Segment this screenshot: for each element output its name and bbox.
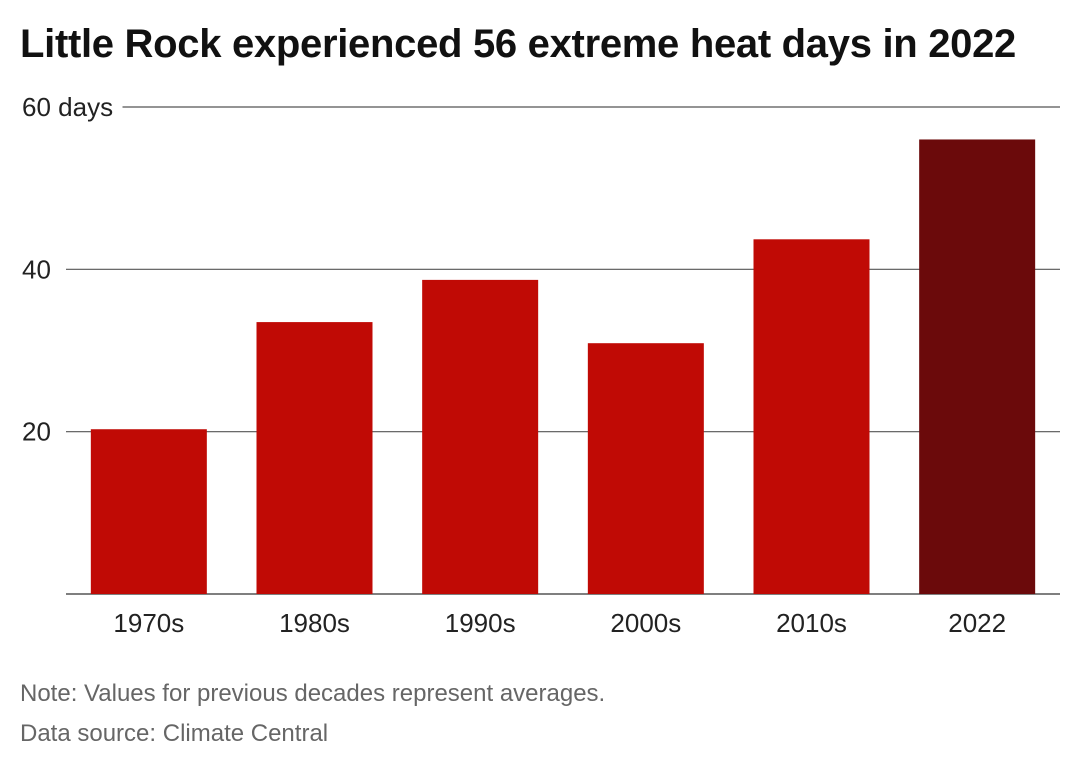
chart-note: Note: Values for previous decades repres… — [20, 680, 606, 707]
bar-2010s — [753, 239, 870, 594]
x-tick-label: 2010s — [776, 608, 847, 638]
chart-title: Little Rock experienced 56 extreme heat … — [20, 22, 1017, 66]
bar-2000s — [587, 343, 704, 594]
y-tick-labels: 20 40 60 days — [22, 92, 113, 447]
y-tick-label: 40 — [22, 254, 51, 284]
x-tick-label: 1990s — [445, 608, 516, 638]
bar-2022 — [919, 139, 1036, 594]
y-tick-label: 60 days — [22, 92, 113, 122]
gridlines — [66, 106, 1060, 595]
x-tick-labels: 1970s 1980s 1990s 2000s 2010s 2022 — [113, 608, 1006, 638]
bars — [90, 139, 1036, 594]
bar-chart: 20 40 60 days 1970s 1980s 1990s 2000s 2010s 202… — [22, 92, 1060, 638]
x-tick-label: 1980s — [279, 608, 350, 638]
bar-1970s — [90, 429, 207, 594]
x-tick-label: 2000s — [610, 608, 681, 638]
x-tick-label: 1970s — [113, 608, 184, 638]
bar-1980s — [256, 322, 373, 594]
x-tick-label: 2022 — [948, 608, 1006, 638]
data-source: Data source: Climate Central — [20, 720, 329, 747]
bar-1990s — [422, 279, 539, 594]
y-tick-label: 20 — [22, 417, 51, 447]
